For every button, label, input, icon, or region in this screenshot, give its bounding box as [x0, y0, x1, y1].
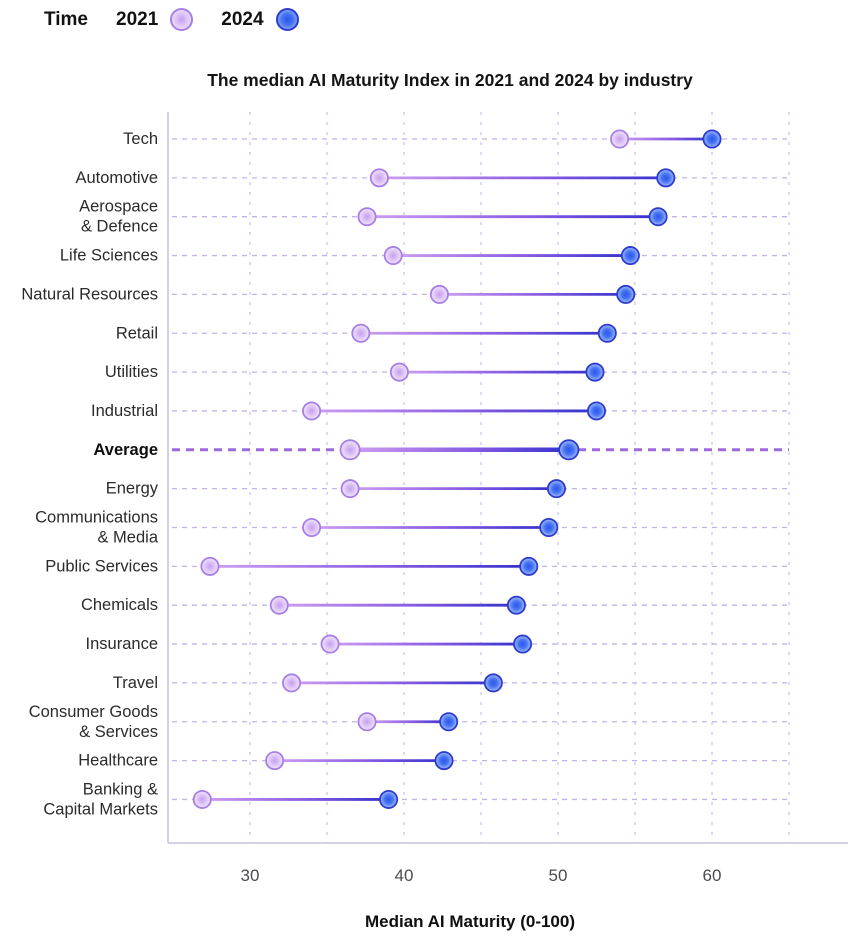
dot-2024[interactable] [506, 595, 526, 615]
dot-2021[interactable] [339, 439, 361, 461]
chart-row-healthcare: Healthcare [78, 751, 789, 771]
chart-row-insurance: Insurance [86, 634, 789, 654]
legend-item-2021[interactable]: 2021 [116, 8, 194, 31]
dot-2024[interactable] [616, 284, 636, 304]
dot-2021[interactable] [340, 479, 360, 499]
legend-label-2021: 2021 [116, 8, 159, 30]
category-label: Life Sciences [60, 247, 158, 265]
chart-row-chemicals: Chemicals [81, 595, 789, 615]
dot-2024[interactable] [439, 712, 459, 732]
dot-2024[interactable] [434, 751, 454, 771]
chart-title: The median AI Maturity Index in 2021 and… [207, 70, 693, 90]
dot-2021[interactable] [282, 673, 302, 693]
category-label: Healthcare [78, 752, 158, 770]
dot-2021[interactable] [369, 168, 389, 188]
dot-2024[interactable] [656, 168, 676, 188]
chart-row-utilities: Utilities [105, 362, 789, 382]
legend-dot-2021-icon[interactable] [170, 8, 194, 31]
category-label: Energy [106, 480, 159, 498]
dot-2024[interactable] [558, 439, 580, 461]
dot-2024[interactable] [702, 129, 722, 149]
dot-2024[interactable] [597, 323, 617, 343]
category-label: Insurance [86, 635, 158, 653]
category-label: Communications & Media [35, 509, 159, 547]
chart-row-communications-media: Communications & Media [35, 509, 789, 547]
x-tick-label: 40 [395, 866, 414, 885]
chart-row-natural-resources: Natural Resources [21, 284, 789, 304]
chart-row-consumer-goods-services: Consumer Goods & Services [29, 703, 789, 741]
category-label: Banking & Capital Markets [43, 780, 158, 818]
dot-2024[interactable] [648, 207, 668, 227]
dot-2021[interactable] [192, 789, 212, 809]
legend-title: Time [44, 8, 89, 30]
chart-row-travel: Travel [113, 673, 789, 693]
x-tick-label: 60 [703, 866, 722, 885]
category-label: Average [93, 441, 158, 459]
legend-dot-2024-icon[interactable] [275, 8, 299, 31]
chart-row-life-sciences: Life Sciences [60, 246, 789, 266]
x-tick-label: 50 [549, 866, 568, 885]
chart-legend: Time 2021 2024 [44, 8, 299, 31]
dot-2021[interactable] [302, 401, 322, 421]
dot-2021[interactable] [200, 556, 220, 576]
x-axis-label: Median AI Maturity (0-100) [364, 912, 576, 931]
chart-row-retail: Retail [116, 323, 789, 343]
dot-2021[interactable] [389, 362, 409, 382]
chart-row-industrial: Industrial [91, 401, 789, 421]
dot-2021[interactable] [302, 518, 322, 538]
category-label: Retail [116, 324, 158, 342]
dot-2024[interactable] [483, 673, 503, 693]
dot-2021[interactable] [357, 712, 377, 732]
dot-2021[interactable] [610, 129, 630, 149]
chart-row-average: Average [93, 439, 789, 461]
chart-row-banking-capital-markets: Banking & Capital Markets [43, 780, 789, 818]
dot-2021[interactable] [351, 323, 371, 343]
category-label: Consumer Goods & Services [29, 703, 158, 741]
legend-item-2024[interactable]: 2024 [221, 8, 299, 31]
dot-2021[interactable] [269, 595, 289, 615]
category-label: Natural Resources [21, 285, 158, 303]
chart-row-automotive: Automotive [75, 168, 789, 188]
dot-2024[interactable] [519, 556, 539, 576]
chart-row-aerospace-defence: Aerospace & Defence [79, 198, 789, 236]
dot-2024[interactable] [546, 479, 566, 499]
chart-row-energy: Energy [106, 479, 789, 499]
category-label: Automotive [75, 169, 158, 187]
category-label: Aerospace & Defence [79, 198, 158, 236]
dot-2021[interactable] [320, 634, 340, 654]
legend-label-2024: 2024 [221, 8, 264, 30]
x-tick-label: 30 [241, 866, 260, 885]
dot-2021[interactable] [383, 246, 403, 266]
dot-2021[interactable] [429, 284, 449, 304]
dot-2024[interactable] [587, 401, 607, 421]
dot-2024[interactable] [379, 789, 399, 809]
dot-2021[interactable] [265, 751, 285, 771]
category-label: Travel [113, 674, 158, 692]
chart-row-tech: Tech [123, 129, 789, 149]
dot-2024[interactable] [585, 362, 605, 382]
dot-2024[interactable] [539, 518, 559, 538]
dot-2021[interactable] [357, 207, 377, 227]
category-label: Utilities [105, 363, 158, 381]
category-label: Tech [123, 130, 158, 148]
category-label: Chemicals [81, 596, 158, 614]
dot-2024[interactable] [513, 634, 533, 654]
chart-row-public-services: Public Services [45, 556, 789, 576]
category-label: Industrial [91, 402, 158, 420]
dot-2024[interactable] [620, 246, 640, 266]
category-label: Public Services [45, 557, 158, 575]
